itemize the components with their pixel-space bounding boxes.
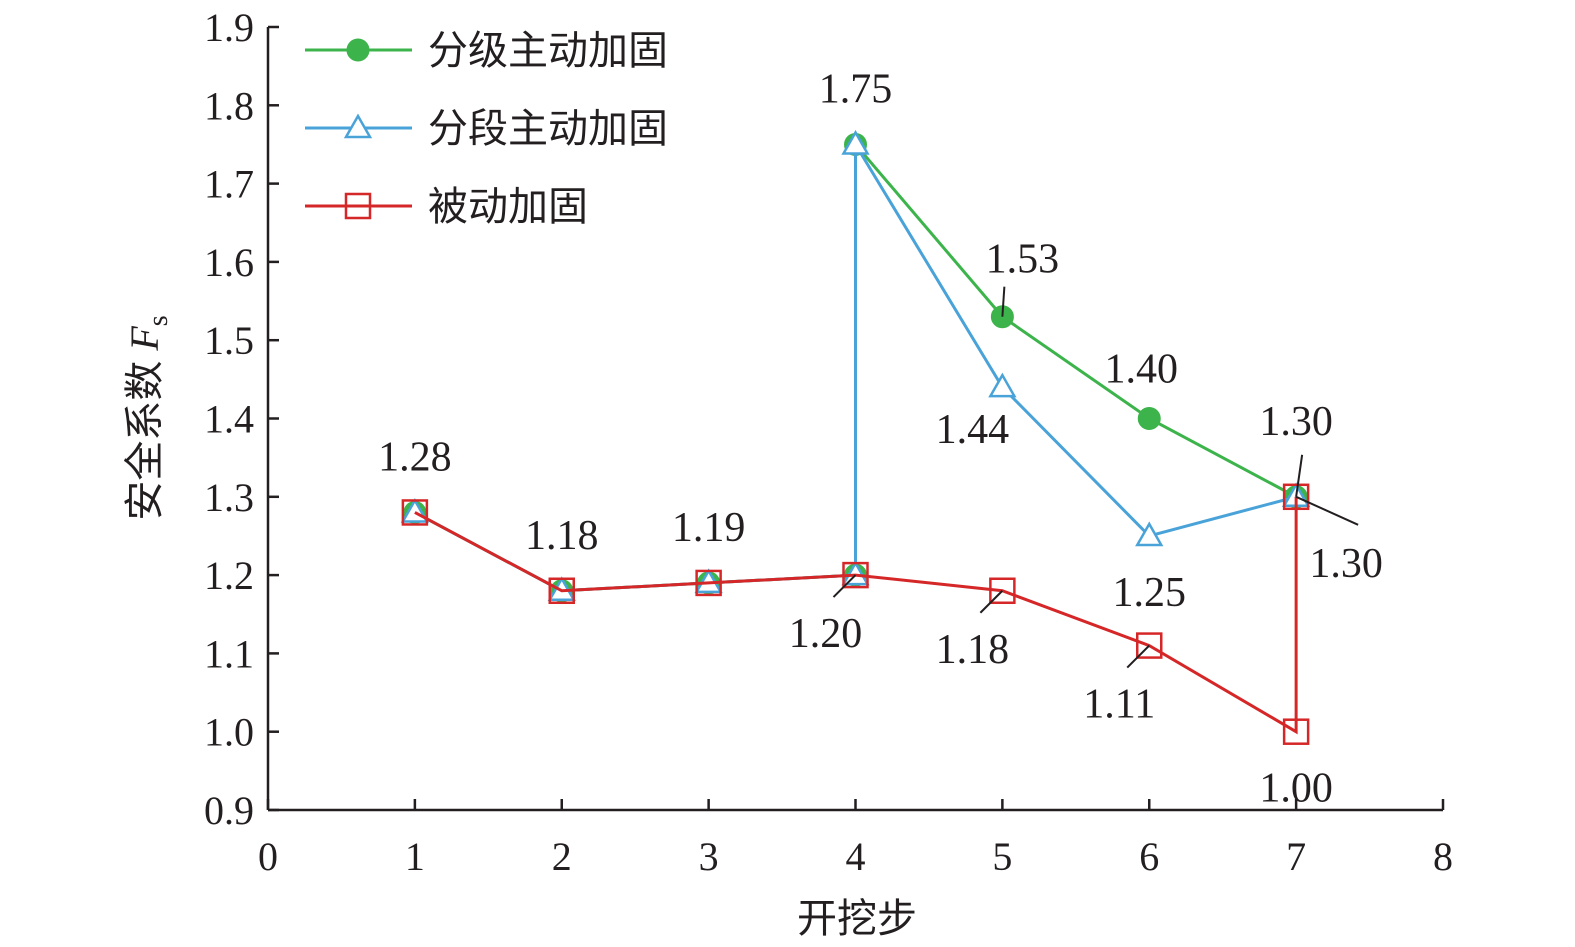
axes: 0.9 1.0 1.1 1.2 1.3 1.4 1.5 1.6 1.7 1.8 1.9 0 1 2 3 4 5 6… [204,5,1453,879]
data-label: 1.11 [1083,682,1155,728]
label-leader-line [1295,495,1359,526]
label-leader-line [1001,286,1006,317]
data-label: 1.19 [672,505,746,551]
legend-marker [343,113,373,139]
data-label: 1.30 [1309,541,1383,587]
y-axis-title: 安全系数 Fs [122,315,174,520]
legend-marker [344,192,372,220]
y-tick-label: 1.9 [204,5,254,50]
y-tick-label: 1.6 [204,240,254,285]
data-point [548,577,575,605]
x-tick-label: 4 [846,834,866,879]
y-tick-label: 1.7 [204,162,254,207]
y-tick-label: 1.0 [204,710,254,755]
annotation-layer: 1.28 1.18 1.19 1.75 1.20 1.53 1.44 1.18 1.40 1.25… [378,66,1383,811]
data-point [841,129,870,155]
x-tick-label: 8 [1433,834,1453,879]
y-tick-label: 1.2 [204,553,254,598]
data-point [695,569,722,597]
x-axis-title: 开挖步 [797,896,917,942]
series-line [414,496,1298,735]
y-tick-label: 1.4 [204,397,254,442]
y-axis-title-text: 安全系数 [122,361,168,521]
data-label: 1.40 [1105,347,1179,393]
data-point [842,561,869,589]
data-label: 1.75 [819,66,893,112]
x-tick-label: 7 [1286,834,1306,879]
legend-label: 被动加固 [428,184,588,230]
legend-label: 分段主动加固 [428,106,668,152]
data-label: 1.18 [936,627,1010,673]
series-3 [401,483,1310,745]
y-tick-label: 1.8 [204,83,254,128]
data-label: 1.30 [1259,399,1333,445]
data-label: 1.18 [525,513,599,559]
x-tick-label: 0 [258,834,278,879]
data-point [1137,407,1161,430]
data-label: 1.00 [1259,766,1333,812]
x-tick-label: 5 [992,834,1012,879]
data-label: 1.25 [1113,570,1187,616]
data-label: 1.44 [936,407,1010,453]
y-tick-label: 1.3 [204,475,254,520]
x-tick-label: 6 [1139,834,1159,879]
legend-label: 分级主动加固 [428,28,668,74]
series-layer [400,129,1311,745]
y-tick-label: 0.9 [204,788,254,833]
x-tick-label: 3 [699,834,719,879]
x-tick-label: 2 [552,834,572,879]
data-label: 1.20 [789,611,863,657]
y-tick-label: 1.5 [204,318,254,363]
data-point [989,577,1016,605]
y-tick-label: 1.1 [204,631,254,676]
label-leader-line [1295,454,1304,497]
data-point [1135,521,1164,547]
y-axis-title-symbol: F [122,326,167,352]
data-point [1136,632,1163,659]
data-point [1282,483,1310,511]
data-point [401,499,429,526]
data-label: 1.28 [378,434,452,480]
x-tick-label: 1 [405,834,425,879]
data-point [1282,718,1310,745]
data-label: 1.53 [986,237,1060,283]
label-leader-line [1126,644,1150,669]
y-axis-title-subscript: s [143,315,174,326]
data-point [988,372,1017,398]
label-leader-line [832,574,857,598]
legend-marker [346,38,370,62]
label-leader-line [979,590,1004,614]
